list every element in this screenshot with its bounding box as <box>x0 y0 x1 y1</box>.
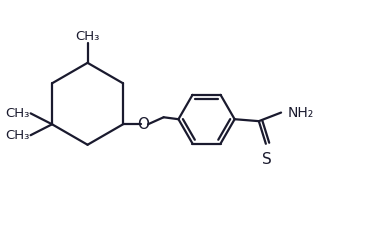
Text: NH₂: NH₂ <box>288 106 314 120</box>
Text: S: S <box>262 152 271 167</box>
Text: CH₃: CH₃ <box>75 30 100 43</box>
Text: O: O <box>137 117 149 132</box>
Text: CH₃: CH₃ <box>5 107 30 120</box>
Text: CH₃: CH₃ <box>5 129 30 142</box>
